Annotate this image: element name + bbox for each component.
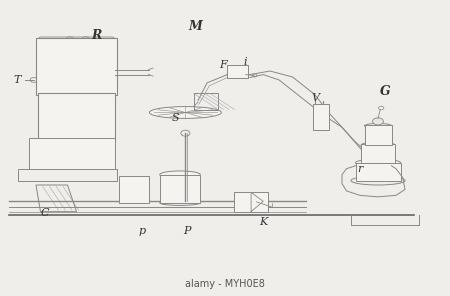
FancyBboxPatch shape xyxy=(361,144,395,163)
Ellipse shape xyxy=(149,107,221,118)
Text: T: T xyxy=(14,75,21,85)
Ellipse shape xyxy=(351,176,405,185)
Ellipse shape xyxy=(356,159,400,166)
FancyBboxPatch shape xyxy=(313,104,328,130)
Circle shape xyxy=(181,130,190,136)
FancyBboxPatch shape xyxy=(160,175,200,203)
Ellipse shape xyxy=(160,171,200,178)
FancyBboxPatch shape xyxy=(119,176,148,203)
FancyBboxPatch shape xyxy=(364,125,392,145)
Circle shape xyxy=(30,78,37,82)
FancyBboxPatch shape xyxy=(18,169,117,181)
FancyBboxPatch shape xyxy=(234,192,268,212)
Ellipse shape xyxy=(160,200,200,205)
Text: M: M xyxy=(189,20,202,33)
Text: r: r xyxy=(357,164,363,174)
Ellipse shape xyxy=(364,123,392,128)
FancyBboxPatch shape xyxy=(36,38,117,95)
Text: p: p xyxy=(138,226,145,236)
FancyBboxPatch shape xyxy=(356,163,400,181)
Text: P: P xyxy=(183,226,190,236)
Text: alamy - MYH0E8: alamy - MYH0E8 xyxy=(185,279,265,289)
Text: G: G xyxy=(379,85,390,98)
Text: C: C xyxy=(41,208,49,218)
FancyBboxPatch shape xyxy=(29,138,115,172)
Text: K: K xyxy=(259,217,267,227)
Text: S: S xyxy=(172,113,179,123)
Ellipse shape xyxy=(361,142,395,148)
FancyBboxPatch shape xyxy=(227,65,248,78)
FancyBboxPatch shape xyxy=(38,93,115,141)
Text: V: V xyxy=(311,93,319,103)
Text: i: i xyxy=(243,57,247,67)
Text: R: R xyxy=(91,29,102,42)
Circle shape xyxy=(373,118,383,125)
Text: F: F xyxy=(219,60,227,70)
Circle shape xyxy=(252,74,257,77)
